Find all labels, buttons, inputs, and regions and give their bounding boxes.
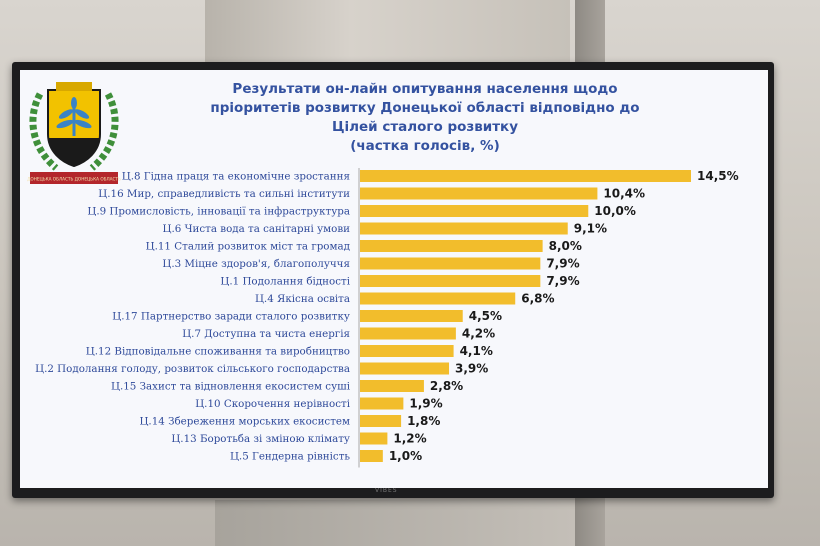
donetsk-region-emblem-icon: ДОНЕЦЬКА ОБЛАСТЬ ДОНЕЦЬКА ОБЛАСТЬ	[27, 82, 121, 184]
bar	[360, 170, 691, 182]
category-label: Ц.8 Гідна праця та економічне зростання	[122, 171, 350, 183]
ribbon	[30, 172, 118, 184]
bar	[360, 327, 456, 340]
value-label: 10,0%	[594, 204, 636, 218]
value-label: 7,9%	[546, 274, 579, 288]
bar	[360, 187, 598, 200]
monitor-brand: VIBES	[375, 487, 398, 494]
category-label: Ц.9 Промисловість, інновації та інфрастр…	[87, 206, 350, 218]
title-line: Результати он-лайн опитування населення …	[232, 81, 618, 97]
bar	[360, 310, 463, 322]
bar	[360, 222, 568, 235]
category-label: Ц.6 Чиста вода та санітарні умови	[163, 223, 351, 235]
bar	[360, 275, 541, 287]
bar	[360, 380, 424, 392]
value-label: 14,5%	[697, 169, 739, 183]
category-label: Ц.11 Сталий розвиток міст та громад	[146, 241, 350, 253]
bar	[360, 450, 383, 462]
title-line: Цілей сталого розвитку	[331, 119, 519, 135]
category-label: Ц.4 Якісна освіта	[255, 293, 350, 305]
presentation-slide: ДОНЕЦЬКА ОБЛАСТЬ ДОНЕЦЬКА ОБЛАСТЬ Резуль…	[20, 70, 768, 488]
bar-chart: Ц.8 Гідна праця та економічне зростання 1…	[35, 168, 739, 468]
value-label: 9,1%	[574, 222, 607, 236]
category-label: Ц.2 Подолання голоду, розвиток сільськог…	[35, 363, 350, 375]
category-label: Ц.15 Захист та відновлення екосистем суш…	[111, 381, 351, 393]
category-label: Ц.12 Відповідальне споживання та виробни…	[86, 346, 350, 358]
category-label: Ц.17 Партнерство заради сталого розвитку	[112, 311, 350, 323]
title-line: пріоритетів розвитку Донецької області в…	[210, 100, 640, 116]
value-label: 10,4%	[603, 187, 645, 201]
value-label: 1,8%	[407, 414, 440, 428]
bar	[360, 205, 589, 217]
value-label: 4,5%	[469, 309, 502, 323]
category-label: Ц.5 Гендерна рівність	[230, 451, 350, 463]
bar	[360, 257, 541, 270]
value-label: 8,0%	[549, 239, 582, 253]
category-label: Ц.14 Збереження морських екосистем	[139, 416, 350, 428]
value-label: 3,9%	[455, 362, 488, 376]
plant-icon	[56, 97, 92, 136]
column-base	[215, 500, 575, 546]
category-label: Ц.1 Подолання бідності	[220, 276, 350, 288]
shield-crown	[56, 82, 92, 91]
value-label: 2,8%	[430, 379, 463, 393]
value-label: 6,8%	[521, 292, 554, 306]
bar	[360, 240, 543, 252]
shield-base	[48, 138, 100, 166]
value-label: 1,0%	[389, 449, 422, 463]
category-label: Ц.13 Боротьба зі зміною клімату	[171, 433, 350, 445]
bar	[360, 397, 404, 410]
bar	[360, 292, 516, 305]
bar	[360, 345, 454, 357]
category-label: Ц.10 Скорочення нерівності	[195, 398, 350, 410]
value-label: 1,9%	[409, 397, 442, 411]
ceiling-beam	[205, 0, 570, 70]
value-label: 7,9%	[546, 257, 579, 271]
value-label: 1,2%	[393, 432, 426, 446]
title-line: (частка голосів, %)	[350, 138, 500, 154]
emblem-ribbon-text: ДОНЕЦЬКА ОБЛАСТЬ ДОНЕЦЬКА ОБЛАСТЬ	[27, 177, 121, 182]
value-label: 4,1%	[460, 344, 493, 358]
category-label: Ц.16 Мир, справедливість та сильні інсти…	[98, 188, 350, 200]
bar	[360, 362, 450, 375]
wreath	[29, 92, 119, 171]
category-label: Ц.3 Міцне здоров'я, благополуччя	[162, 258, 350, 270]
bar	[360, 432, 388, 445]
slide-title: Результати он-лайн опитування населення …	[145, 80, 705, 156]
bar	[360, 415, 402, 427]
value-label: 4,2%	[462, 327, 495, 341]
category-label: Ц.7 Доступна та чиста енергія	[182, 328, 350, 340]
